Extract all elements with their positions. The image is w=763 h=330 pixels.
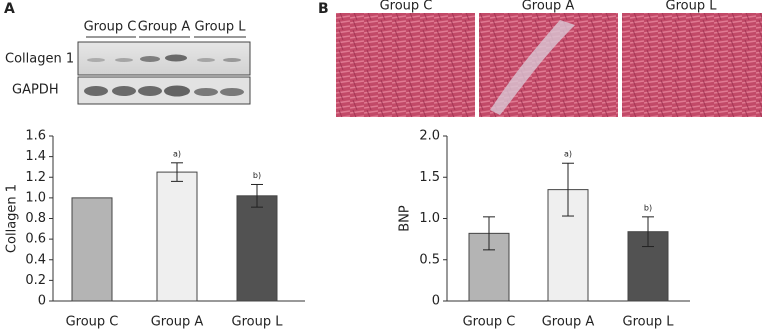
y-tick-label: 0.8	[25, 211, 46, 226]
y-tick-label: 0	[432, 294, 440, 309]
annotation: b)	[253, 171, 261, 180]
x-tick-label: Group L	[623, 315, 675, 330]
blot-bands	[84, 54, 244, 97]
x-tick-label: Group C	[66, 315, 119, 330]
y-tick-label: 1.0	[419, 211, 440, 226]
y-tick-label: 0.2	[25, 273, 46, 288]
blot-row-label: Collagen 1	[5, 52, 74, 67]
lane-label: Group C	[84, 20, 137, 35]
histology-label: Group A	[522, 0, 575, 14]
annotation: b)	[644, 203, 652, 212]
fibrosis-region	[490, 20, 575, 115]
y-tick-label: 0.4	[25, 252, 46, 267]
annotation: a)	[173, 149, 181, 158]
y-tick-label: 0	[38, 294, 46, 309]
bar	[236, 195, 278, 302]
y-tick-label: 2.0	[419, 129, 440, 144]
histology-image	[622, 13, 762, 117]
annotation: a)	[564, 150, 572, 159]
panel-label: A	[4, 1, 15, 17]
x-tick-label: Group A	[542, 315, 595, 330]
histology-label: Group L	[666, 0, 718, 14]
y-tick-label: 1.6	[25, 129, 46, 144]
histology-image	[336, 13, 475, 117]
lane-label: Group L	[195, 20, 247, 35]
x-tick-label: Group L	[232, 315, 284, 330]
y-tick-label: 1.0	[25, 190, 46, 205]
bar	[71, 197, 113, 302]
blot-panel	[77, 41, 251, 76]
y-tick-label: 1.2	[25, 170, 46, 185]
bar	[156, 171, 198, 302]
x-tick-label: Group A	[151, 315, 204, 330]
y-tick-label: 1.5	[419, 170, 440, 185]
y-tick-label: 0.5	[419, 252, 440, 267]
blot-row-label: GAPDH	[12, 83, 59, 98]
x-tick-label: Group C	[463, 315, 516, 330]
y-axis-label: Collagen 1	[5, 184, 20, 253]
y-tick-label: 1.4	[25, 149, 46, 164]
histology-label: Group C	[380, 0, 433, 14]
lane-label: Group A	[138, 20, 191, 35]
y-axis-label: BNP	[398, 205, 413, 232]
panel-label: B	[318, 1, 329, 17]
y-tick-label: 0.6	[25, 232, 46, 247]
